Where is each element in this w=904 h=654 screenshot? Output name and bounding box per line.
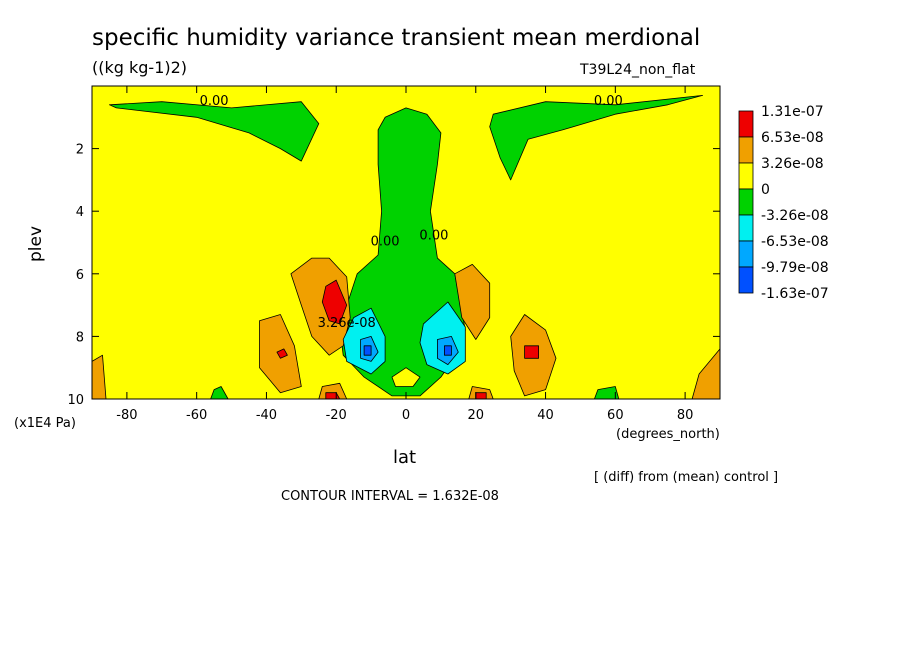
x-tick-label: 0 bbox=[402, 408, 410, 423]
y-tick-label: 6 bbox=[76, 268, 84, 283]
colorbar-swatch bbox=[738, 266, 754, 294]
y-tick-label: 10 bbox=[67, 393, 84, 408]
x-axis-label: lat bbox=[393, 447, 417, 468]
colorbar-swatch bbox=[738, 110, 754, 138]
colorbar-label: 6.53e-08 bbox=[761, 130, 824, 146]
contour-region-red bbox=[321, 279, 348, 325]
contour-label: 3.26e-08 bbox=[318, 316, 376, 331]
x-tick-label: 20 bbox=[468, 408, 485, 423]
colorbar-swatch bbox=[738, 214, 754, 242]
colorbar-label: 1.31e-07 bbox=[761, 104, 824, 120]
contour-region-blue bbox=[443, 345, 452, 356]
y-tick-label: 4 bbox=[76, 205, 84, 220]
colorbar-label: -9.79e-08 bbox=[761, 260, 829, 276]
x-tick-label: -80 bbox=[116, 408, 137, 423]
colorbar-swatch bbox=[738, 240, 754, 268]
contour-region-orange bbox=[454, 263, 491, 340]
colorbar-legend: 1.31e-07 6.53e-08 3.26e-08 0 -3.26e-08 -6.53e… bbox=[738, 104, 829, 302]
contour-label: 0.00 bbox=[594, 94, 623, 109]
y-tick-label: 2 bbox=[76, 143, 84, 158]
colorbar-swatch bbox=[738, 162, 754, 190]
x-axis-units: (degrees_north) bbox=[616, 427, 720, 442]
colorbar-swatch bbox=[738, 188, 754, 216]
x-tick-label: 60 bbox=[607, 408, 624, 423]
x-tick-label: -20 bbox=[326, 408, 347, 423]
contour-region-red bbox=[475, 392, 487, 400]
colorbar-label: -6.53e-08 bbox=[761, 234, 829, 250]
colorbar-label: -1.63e-07 bbox=[761, 286, 829, 302]
contour-label: 0.00 bbox=[200, 94, 229, 109]
colorbar-label: 0 bbox=[761, 182, 770, 198]
x-tick-label: 40 bbox=[537, 408, 554, 423]
contour-label: 0.00 bbox=[419, 228, 448, 243]
run-name-label: T39L24_non_flat bbox=[580, 62, 696, 78]
x-tick-label: -40 bbox=[256, 408, 277, 423]
contour-region-red bbox=[524, 345, 539, 359]
contour-interval-label: CONTOUR INTERVAL = 1.632E-08 bbox=[281, 489, 499, 504]
plot-area: 0.00 0.00 0.00 0.00 3.26e-08 bbox=[91, 86, 721, 400]
colorbar-label: 3.26e-08 bbox=[761, 156, 824, 172]
x-tick-label: -60 bbox=[186, 408, 207, 423]
contour-label: 0.00 bbox=[371, 235, 400, 250]
contour-region-green bbox=[489, 95, 703, 181]
contour-region-red bbox=[276, 348, 288, 359]
colorbar-swatch bbox=[738, 136, 754, 164]
contour-region-yellow bbox=[391, 367, 421, 387]
contour-region-blue bbox=[363, 345, 372, 356]
y-axis-units: (x1E4 Pa) bbox=[14, 416, 76, 431]
axes: -80 -60 -40 -20 0 20 40 60 80 2 4 6 8 10 bbox=[67, 85, 721, 423]
y-tick-label: 8 bbox=[76, 330, 84, 345]
chart-title: specific humidity variance transient mea… bbox=[92, 25, 701, 51]
units-label: ((kg kg-1)2) bbox=[92, 58, 188, 77]
x-tick-label: 80 bbox=[677, 408, 694, 423]
contour-region-green bbox=[109, 101, 320, 162]
colorbar-label: -3.26e-08 bbox=[761, 208, 829, 224]
diff-note: [ (diff) from (mean) control ] bbox=[594, 470, 779, 485]
